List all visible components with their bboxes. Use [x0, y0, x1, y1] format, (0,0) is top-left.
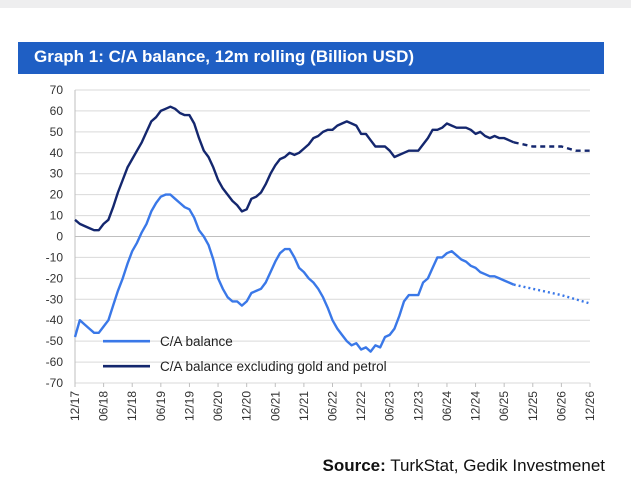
- series-line-ca-balance: [73, 193, 515, 353]
- y-tick-label: -70: [46, 376, 64, 390]
- x-tick-label: 12/25: [526, 391, 540, 421]
- chart-title: Graph 1: C/A balance, 12m rolling (Billi…: [34, 47, 415, 66]
- y-tick-label: 30: [50, 167, 64, 181]
- y-tick-label: 40: [50, 146, 64, 160]
- y-tick-label: -40: [46, 313, 64, 327]
- y-tick-label: 0: [56, 230, 63, 244]
- x-tick-label: 06/24: [440, 391, 454, 421]
- y-tick-label: -60: [46, 355, 64, 369]
- x-tick-label: 12/21: [297, 391, 311, 421]
- y-tick-label: 60: [50, 104, 64, 118]
- chart-area: 70 60 50 40 30 20 10 0 -10 -20 -30 -40 -50 -60 -70 12/1…: [0, 78, 631, 448]
- source-label: Source:: [322, 456, 386, 475]
- x-tick-label: 12/24: [469, 391, 483, 421]
- chart-panel: Graph 1: C/A balance, 12m rolling (Billi…: [0, 8, 631, 502]
- y-tick-label: -30: [46, 292, 64, 306]
- x-tick-label: 12/20: [240, 391, 254, 421]
- forecast-line-ca-balance: [513, 283, 591, 305]
- legend-label: C/A balance: [160, 334, 233, 349]
- y-tick-label: -50: [46, 334, 64, 348]
- y-tick-label: -10: [46, 250, 64, 264]
- forecast-line-ca-ex-gold-petrol: [513, 141, 590, 152]
- x-tick-label: 12/18: [125, 391, 139, 421]
- x-tick-label: 12/22: [354, 391, 368, 421]
- legend: C/A balance C/A balance excluding gold an…: [103, 334, 387, 374]
- x-tick-label: 06/25: [497, 391, 511, 421]
- x-tick-label: 12/19: [182, 391, 196, 421]
- y-tick-label: 50: [50, 125, 64, 139]
- y-tick-label: 20: [50, 188, 64, 202]
- line-chart: 70 60 50 40 30 20 10 0 -10 -20 -30 -40 -50 -60 -70 12/1…: [46, 83, 597, 421]
- legend-label: C/A balance excluding gold and petrol: [160, 359, 387, 374]
- x-tick-label: 06/20: [211, 391, 225, 421]
- source-note: Source: TurkStat, Gedik Investmenet: [322, 456, 605, 476]
- x-tick-label: 12/26: [583, 391, 597, 421]
- x-tick-label: 06/21: [268, 391, 282, 421]
- x-tick-label: 06/19: [154, 391, 168, 421]
- x-tick-label: 12/17: [68, 391, 82, 421]
- x-tick-label: 12/23: [411, 391, 425, 421]
- x-tick-label: 06/23: [383, 391, 397, 421]
- x-tick-label: 06/22: [326, 391, 340, 421]
- chart-title-bar: Graph 1: C/A balance, 12m rolling (Billi…: [18, 42, 604, 74]
- source-text: TurkStat, Gedik Investmenet: [390, 456, 605, 475]
- x-tick-label: 06/18: [97, 391, 111, 421]
- x-tick-label: 06/26: [554, 391, 568, 421]
- series-line-ca-ex-gold-petrol: [74, 105, 515, 232]
- y-tick-label: 70: [50, 83, 64, 97]
- y-tick-label: -20: [46, 271, 64, 285]
- y-tick-label: 10: [50, 209, 64, 223]
